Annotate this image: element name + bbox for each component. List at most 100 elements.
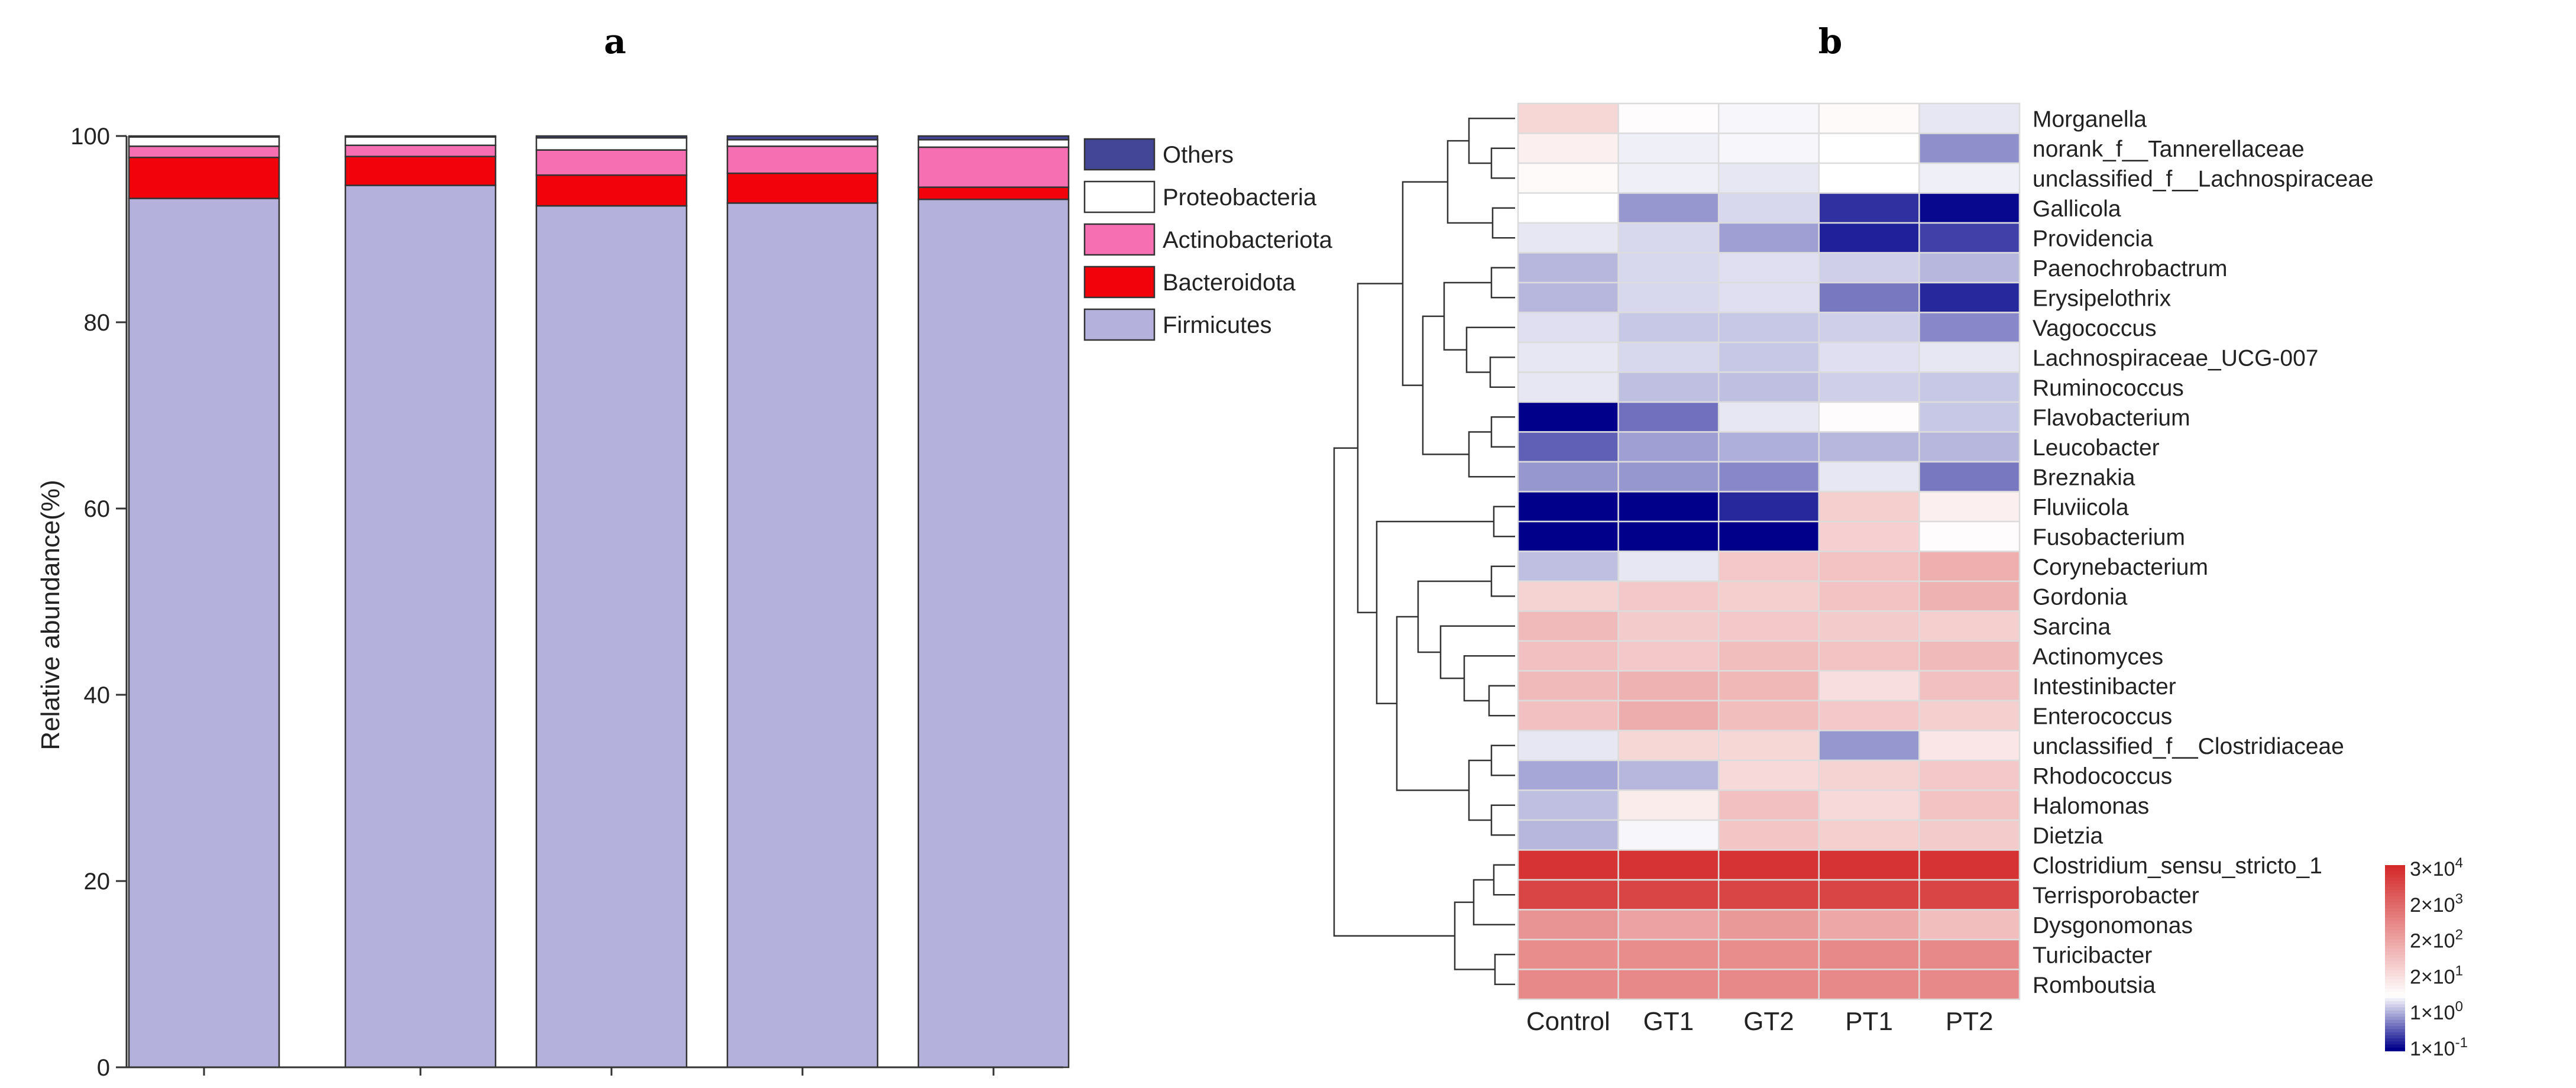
bar-segment-actinobacteriota [128,145,280,158]
heatmap-cell [1517,551,1619,582]
dendrogram-branch [1396,616,1469,791]
heatmap-cell [1717,192,1820,224]
color-scale-step [2385,886,2405,891]
color-scale-step [2385,911,2405,915]
color-scale-step [2385,936,2405,940]
color-scale-step [2385,917,2405,922]
row-label: Gallicola [2033,196,2121,222]
heatmap-cell [1617,491,1720,523]
heatmap-cell [1918,371,2021,403]
heatmap-cell [1617,909,1720,941]
row-label: Dysgonomonas [2033,913,2193,938]
heatmap-cell [1717,461,1820,493]
color-scale-step [2385,992,2405,996]
row-label: Leucobacter [2033,435,2160,461]
bar-segment-bacteroidota [535,174,688,207]
dendrogram-branch [1493,506,1515,537]
heatmap-cell [1717,700,1820,731]
row-label: Gordonia [2033,584,2128,610]
color-scale-step [2385,954,2405,959]
heatmap-cell [1517,192,1619,224]
color-scale-step [2385,964,2405,968]
heatmap-cell [1517,670,1619,702]
heatmap-cell [1918,520,2021,552]
heatmap-cell [1617,520,1720,552]
column-label: GT2 [1743,1007,1794,1036]
color-scale-step [2385,951,2405,956]
legend-label-bacteroidota: Bacteroidota [1163,270,1296,296]
heatmap-cell [1617,192,1720,224]
heatmap-cell [1717,312,1820,344]
color-scale-step [2385,868,2405,872]
heatmap-cell [1717,759,1820,791]
bar-segment-firmicutes [128,197,280,1068]
dendrogram-branch [1488,685,1515,717]
bars [128,135,1070,1068]
heatmap-cell [1517,431,1619,463]
color-scale-step [2385,1038,2405,1042]
heatmap-cell [1517,102,1619,134]
heatmap-cell [1517,849,1619,881]
heatmap-cell [1617,162,1720,194]
heatmap-cell [1617,431,1720,463]
color-scale-step [2385,939,2405,943]
heatmap-cell [1517,401,1619,433]
heatmap-cell [1818,909,1920,941]
color-scale-step [2385,1019,2405,1024]
row-label: Dietzia [2033,823,2103,849]
color-scale-step [2385,1010,2405,1015]
row-label: Clostridium_sensu_stricto_1 [2033,853,2322,879]
dendrogram-branch [1454,901,1495,970]
bar-segment-proteobacteria [726,139,879,147]
heatmap-cell [1517,759,1619,791]
heatmap-cell [1818,879,1920,911]
color-scale-step [2385,880,2405,885]
column-labels: Control GT1 GT2 PT1 PT2 [1526,1007,1994,1036]
legend-label-actinobacteriota: Actinobacteriota [1163,227,1333,253]
dendrogram-root [1333,447,1455,937]
heatmap-cell [1918,401,2021,433]
color-scale-step [2385,1004,2405,1008]
heatmap-cell [1818,401,1920,433]
row-label: Fluviicola [2033,495,2129,520]
heatmap-cell [1918,730,2021,762]
color-scale-step [2385,1013,2405,1018]
heatmap-cell [1617,700,1720,731]
heatmap-cells [1517,102,2021,1000]
heatmap-cell [1517,730,1619,762]
row-label: norank_f__Tannerellaceae [2033,137,2305,162]
heatmap-cell [1918,849,2021,881]
row-label: Romboutsia [2033,973,2156,998]
heatmap-cell [1517,162,1619,194]
dendrogram-branch [1490,416,1515,448]
row-label: Enterococcus [2033,704,2172,729]
heatmap-cell [1717,222,1820,254]
row-label: Terrisporobacter [2033,883,2199,908]
color-scale-step [2385,902,2405,906]
color-scale-step [2385,924,2405,928]
heatmap-cell [1918,132,2021,164]
color-scale-step [2385,967,2405,971]
heatmap-cell [1517,491,1619,523]
heatmap-cell [1617,252,1720,284]
color-scale-step [2385,1047,2405,1051]
color-scale-step [2385,889,2405,894]
row-label: Corynebacterium [2033,555,2208,580]
color-scale-step [2385,970,2405,974]
color-scale-step [2385,995,2405,999]
heatmap-cell [1517,580,1619,612]
bar-segment-bacteroidota [128,156,280,199]
heatmap-cell [1818,341,1920,373]
heatmap-cell [1918,789,2021,821]
color-scale-step [2385,927,2405,931]
dendrogram-branch [1490,804,1515,836]
bar-segment-proteobacteria [535,137,688,151]
heatmap-cell [1617,341,1720,373]
color-scale-step [2385,989,2405,993]
heatmap-cell [1717,162,1820,194]
heatmap-cell [1617,580,1720,612]
column-label: Control [1526,1007,1610,1036]
dendrogram-branch [1490,267,1515,299]
color-scale-step [2385,945,2405,950]
bar-segment-actinobacteriota [917,146,1070,188]
